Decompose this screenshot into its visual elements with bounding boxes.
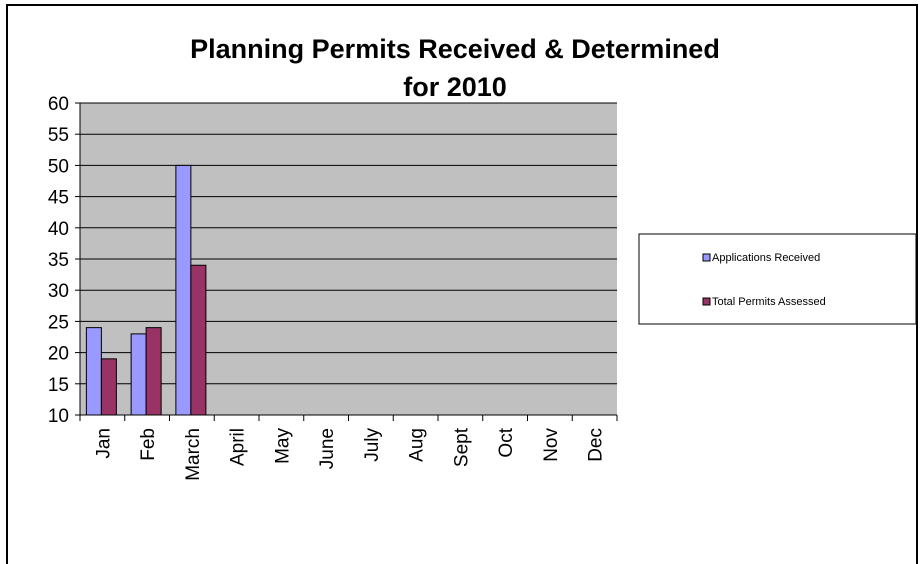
x-tick-labels: Jan Feb March April May June July Aug Sept Oct Nov… <box>93 427 606 481</box>
legend-swatch-applications-received <box>702 253 711 262</box>
y-tick-label-60: 60 <box>48 94 69 115</box>
x-tick-label-march: March <box>183 428 204 481</box>
y-tick-label-20: 20 <box>48 344 69 365</box>
x-tick-label-may: May <box>272 428 293 464</box>
legend-swatch-total-permits-assessed <box>702 297 711 306</box>
y-tick-label-25: 25 <box>48 312 69 333</box>
bars <box>85 164 207 416</box>
x-tick-label-sept: Sept <box>451 427 472 467</box>
y-tick-label-15: 15 <box>48 375 69 396</box>
y-tick-label-50: 50 <box>48 156 69 177</box>
y-tick-label-30: 30 <box>48 281 69 302</box>
x-tick-label-aug: Aug <box>407 428 428 462</box>
bar-applications-received-jan <box>85 327 102 416</box>
gridlines <box>80 102 617 416</box>
bar-total-permits-assessed-feb <box>145 327 162 416</box>
y-tick-label-10: 10 <box>48 406 69 427</box>
x-tick-label-dec: Dec <box>586 428 607 462</box>
legend-box <box>638 233 917 325</box>
y-tick-label-35: 35 <box>48 250 69 271</box>
legend-label-applications-received: Applications Received <box>712 252 820 264</box>
chart-title-line-1: Planning Permits Received & Determined <box>190 34 720 64</box>
y-tick-labels: 10 15 20 25 30 35 40 45 50 55 60 <box>48 94 69 427</box>
axes <box>75 102 618 421</box>
x-tick-label-oct: Oct <box>496 427 517 457</box>
bar-applications-received-march <box>175 164 192 416</box>
x-tick-label-nov: Nov <box>541 428 562 462</box>
x-tick-label-july: July <box>362 428 383 462</box>
bar-applications-received-feb <box>130 333 147 416</box>
bar-total-permits-assessed-march <box>190 264 207 416</box>
bar-total-permits-assessed-jan <box>100 358 117 416</box>
y-tick-label-55: 55 <box>48 125 69 146</box>
legend-label-total-permits-assessed: Total Permits Assessed <box>712 296 826 308</box>
legend: Applications Received Total Permits Asse… <box>638 233 917 325</box>
chart-title-line-2: for 2010 <box>403 72 507 102</box>
y-tick-label-45: 45 <box>48 188 69 209</box>
chart-svg: Planning Permits Received & Determined f… <box>48 34 917 481</box>
x-tick-label-june: June <box>317 428 338 469</box>
x-tick-label-jan: Jan <box>93 428 114 459</box>
x-tick-label-feb: Feb <box>138 428 159 461</box>
x-tick-label-april: April <box>228 428 249 466</box>
y-tick-label-40: 40 <box>48 219 69 240</box>
